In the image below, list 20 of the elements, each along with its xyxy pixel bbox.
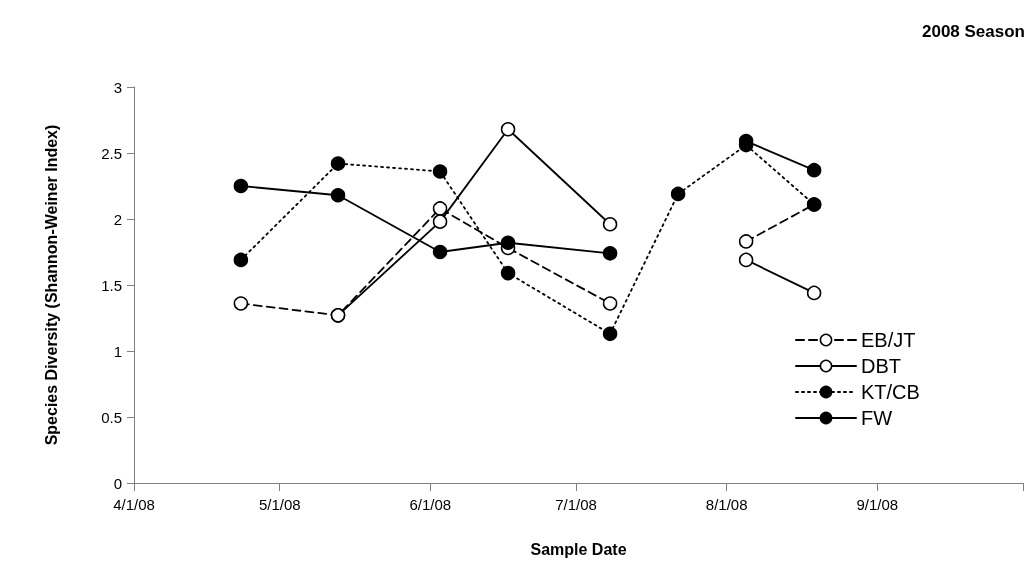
y-tick-label: 1 xyxy=(113,342,122,360)
legend-label: FW xyxy=(861,407,893,429)
y-tick-label: 1.5 xyxy=(101,276,122,294)
y-axis-title: Species Diversity (Shannon-Weiner Index) xyxy=(42,124,60,446)
x-tick-label: 7/1/08 xyxy=(555,496,597,513)
y-tick-label: 0 xyxy=(113,474,122,492)
x-tick-label: 4/1/08 xyxy=(113,496,155,513)
legend-label: EB/JT xyxy=(861,329,916,351)
x-axis-title: Sample Date xyxy=(530,540,627,558)
y-tick-label: 2 xyxy=(113,210,122,228)
x-tick-label: 6/1/08 xyxy=(409,496,452,513)
x-tick-label: 8/1/08 xyxy=(705,496,748,513)
legend-label: KT/CB xyxy=(861,381,920,403)
chart-title: 2008 Season xyxy=(921,22,1025,41)
legend-label: DBT xyxy=(861,355,901,377)
y-tick-label: 3 xyxy=(113,78,122,96)
y-tick-label: 0.5 xyxy=(101,408,122,426)
x-tick-label: 5/1/08 xyxy=(258,496,301,513)
y-tick-label: 2.5 xyxy=(101,144,122,162)
x-tick-label: 9/1/08 xyxy=(856,496,899,513)
